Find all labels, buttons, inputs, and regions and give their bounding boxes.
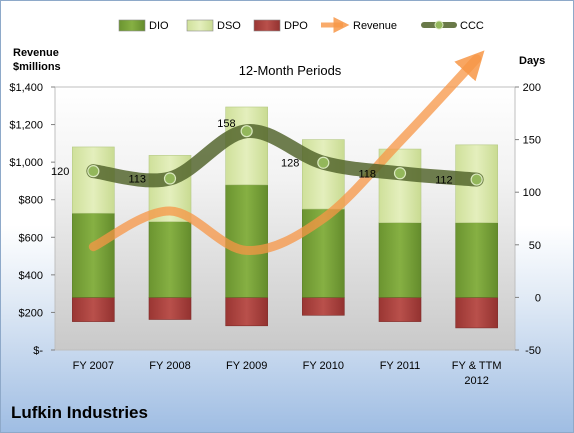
x-tick-label: FY 2009: [226, 360, 267, 372]
bar-dio: [225, 184, 268, 298]
legend-label-ccc: CCC: [460, 20, 484, 32]
bar-dio: [378, 222, 422, 298]
ccc-point: [317, 156, 330, 169]
left-axis-label-line1: Revenue: [13, 47, 59, 59]
right-axis: -50 0 50 100 150 200: [515, 82, 541, 357]
ccc-data-label: 158: [217, 118, 235, 130]
left-tick-label: $600: [19, 232, 43, 244]
ccc-data-label: 118: [358, 168, 376, 180]
right-axis-label: Days: [519, 55, 545, 67]
left-tick-label: $1,000: [9, 157, 43, 169]
legend-swatch-dpo: [253, 19, 281, 32]
ccc-data-label: 120: [51, 166, 69, 178]
left-tick-label: $1,400: [9, 82, 43, 94]
legend-swatch-ccc-point: [434, 20, 444, 30]
legend-swatch-dio: [118, 19, 146, 32]
chart-title: 12-Month Periods: [239, 63, 342, 78]
x-tick-label: FY 2010: [303, 360, 344, 372]
ccc-data-label: 113: [128, 174, 146, 186]
legend-label-dpo: DPO: [284, 20, 308, 32]
x-tick-label: FY 2007: [73, 360, 114, 372]
bar-dio: [455, 222, 498, 298]
bar-dso: [225, 106, 268, 186]
company-name: Lufkin Industries: [11, 403, 148, 422]
left-axis: $- $200 $400 $600 $800 $1,000 $1,200 $1,400: [9, 82, 55, 357]
ccc-point: [163, 172, 177, 185]
bar-dpo: [378, 297, 422, 322]
legend-swatch-dso: [186, 19, 214, 32]
left-tick-label: $1,200: [9, 120, 43, 132]
right-tick-label: 200: [523, 82, 541, 94]
bar-dio: [148, 221, 192, 298]
plot-area: [54, 86, 516, 351]
x-tick-label: 2012: [464, 375, 488, 387]
line-series: 120 113 158 128 118 112: [51, 50, 485, 255]
left-tick-label: $400: [19, 270, 43, 282]
bar-dpo: [225, 297, 268, 327]
ccc-point: [470, 173, 483, 186]
legend-label-dio: DIO: [149, 20, 169, 32]
bar-dpo: [455, 297, 498, 329]
x-tick-label: FY 2008: [149, 360, 190, 372]
revenue-line: [88, 50, 485, 255]
legend: DIO DSO DPO Revenue CCC: [118, 16, 484, 34]
left-axis-label-line2: $millions: [13, 61, 61, 73]
x-axis: FY 2007 FY 2008 FY 2009 FY 2010 FY 2011 FY & …: [73, 360, 502, 387]
left-tick-label: $200: [19, 307, 43, 319]
right-tick-label: -50: [525, 345, 541, 357]
ccc-point: [240, 125, 253, 138]
right-tick-label: 100: [523, 187, 541, 199]
ccc-point: [393, 167, 407, 180]
right-tick-label: 150: [523, 135, 541, 147]
bar-dio: [72, 212, 115, 298]
left-tick-label: $-: [33, 345, 43, 357]
x-tick-label: FY & TTM: [452, 360, 502, 372]
right-tick-label: 0: [535, 292, 541, 304]
ccc-data-label: 128: [281, 158, 299, 170]
ccc-point: [87, 165, 100, 178]
left-tick-label: $800: [19, 195, 43, 207]
ccc-data-label: 112: [435, 175, 453, 187]
legend-label-revenue: Revenue: [353, 20, 397, 32]
bar-dpo: [148, 297, 192, 320]
x-tick-label: FY 2011: [380, 360, 421, 372]
right-tick-label: 50: [529, 240, 541, 252]
legend-label-dso: DSO: [217, 20, 241, 32]
bar-dpo: [72, 297, 115, 322]
bar-dpo: [302, 297, 345, 316]
